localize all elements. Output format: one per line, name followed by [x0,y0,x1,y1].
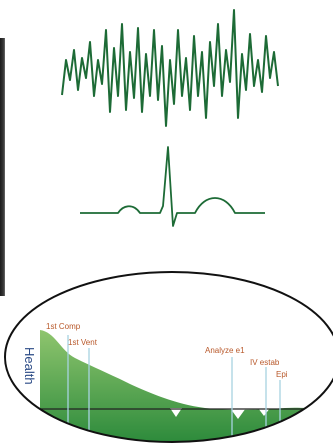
event-label-epi: Epi [276,370,288,379]
event-label-1st-comp: 1st Comp [46,322,81,331]
sinus-complex [80,146,265,227]
event-label-1st-vent: 1st Vent [68,338,98,347]
y-axis-label: Health [22,347,37,385]
event-label-analyze: Analyze e1 [205,346,245,355]
event-label-iv-estab: IV estab [250,358,280,367]
left-edge-strip [0,38,5,296]
oval-frame [4,271,333,443]
health-chart [20,330,333,442]
fibrillation-waveform [61,9,279,127]
health-area [40,330,333,442]
